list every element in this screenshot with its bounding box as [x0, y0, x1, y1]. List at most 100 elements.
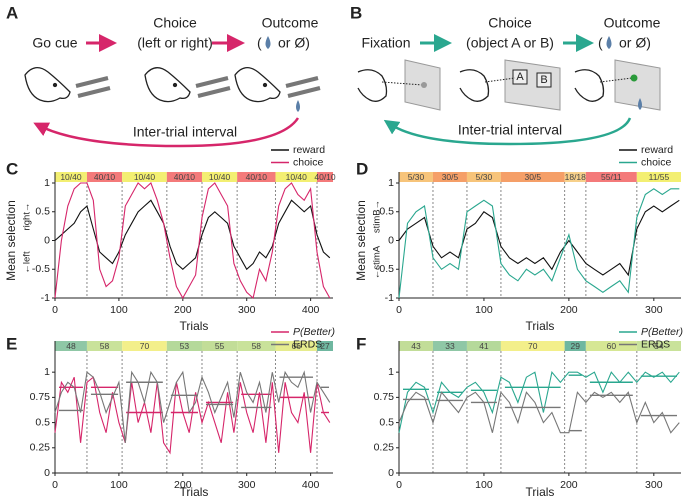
block-label: 54: [654, 341, 664, 351]
y-tick-label: 0.5: [379, 416, 394, 428]
step: Choice: [488, 15, 532, 31]
x-tick-label: 0: [396, 304, 402, 316]
x-tick-label: 200: [560, 304, 578, 316]
panel-letter: F: [356, 334, 366, 353]
panel-letter: D: [356, 159, 368, 178]
drop-icon: [296, 100, 300, 112]
y-tick-label: -1: [385, 292, 394, 304]
series-line: [54, 376, 331, 455]
step: Fixation: [361, 35, 410, 51]
drop-icon: [265, 36, 271, 49]
x-tick-label: 200: [174, 304, 192, 316]
legend-label: reward: [641, 144, 673, 156]
y-tick-label: -0.5: [32, 263, 50, 275]
x-tick-label: 100: [110, 479, 128, 491]
step-detail: or Ø): [278, 35, 310, 51]
fixation-dot: [421, 82, 427, 88]
block-label: 33: [445, 341, 455, 351]
series-line: [398, 188, 680, 299]
block-band: [564, 172, 586, 182]
y-tick-label: 0.5: [379, 206, 394, 218]
y-tick-label: 0: [44, 234, 50, 246]
block-label: 11/55: [649, 172, 670, 182]
loop-arrow: [33, 117, 300, 148]
block-label: 40/10: [94, 172, 116, 182]
block-band: [317, 172, 333, 182]
y-tick-label: 1: [388, 366, 394, 378]
block-band: [466, 341, 501, 351]
x-tick-label: 300: [645, 304, 663, 316]
panel-letter: B: [350, 3, 362, 22]
y-tick-label: 1: [388, 177, 394, 189]
block-label: 70: [140, 341, 150, 351]
series-line: [398, 391, 680, 434]
step-detail: or Ø): [619, 35, 651, 51]
x-tick-label: 100: [475, 479, 493, 491]
legend-label: ERDS: [641, 338, 670, 350]
y-tick-label: 0: [388, 467, 394, 479]
loop-label: Inter-trial interval: [458, 122, 562, 138]
block-label: 27: [320, 341, 330, 351]
legend-label: reward: [293, 144, 325, 156]
y-tick-label: 0.25: [374, 442, 395, 454]
panel-letter: C: [6, 159, 18, 178]
block-band: [432, 341, 467, 351]
loop-arrow: [383, 117, 632, 146]
panel-letter: E: [6, 334, 17, 353]
block-band: [399, 341, 433, 351]
loop-label: Inter-trial interval: [133, 124, 237, 140]
monkey-icons: [357, 69, 605, 102]
drop-icon: [606, 36, 612, 49]
block-label: 5/30: [408, 172, 425, 182]
object-label: A: [516, 71, 524, 83]
y-tick-label: 0: [388, 234, 394, 246]
x-tick-label: 200: [174, 479, 192, 491]
y-tick-label: 0.25: [30, 442, 51, 454]
x-tick-label: 100: [110, 304, 128, 316]
y-tick-label: 1: [44, 177, 50, 189]
block-label: 40/10: [174, 172, 196, 182]
x-tick-label: 300: [238, 304, 256, 316]
x-tick-label: 300: [645, 479, 663, 491]
block-band: [237, 172, 276, 182]
x-axis-label: Trials: [526, 485, 555, 499]
gaze: [381, 81, 424, 86]
step: Go cue: [32, 35, 77, 51]
block-band: [166, 341, 202, 351]
block-band: [564, 341, 586, 351]
object: [512, 69, 528, 85]
block-band: [636, 341, 681, 351]
x-tick-label: 400: [302, 479, 320, 491]
block-label: 40/10: [246, 172, 268, 182]
block-band: [585, 341, 637, 351]
block-label: 10/40: [60, 172, 82, 182]
y-tick-label: 0.75: [30, 391, 51, 403]
block-label: 10/40: [209, 172, 231, 182]
block-label: 30/5: [442, 172, 459, 182]
block-band: [55, 341, 87, 351]
x-axis-label: Trials: [180, 485, 209, 499]
y-axis-high: stimB→: [372, 200, 383, 233]
block-label: 40/10: [314, 172, 336, 182]
gaze: [484, 77, 516, 83]
chart: D 5/30 30/5 5/30 30/5 18/18 55/11 11/55 -1 -0.5 0 0…: [354, 144, 681, 333]
mouse-icons: [24, 67, 281, 103]
y-tick-label: 1: [44, 366, 50, 378]
block-band: [317, 341, 333, 351]
series-line: [398, 370, 680, 433]
step: Outcome: [604, 15, 661, 31]
y-tick-label: -0.5: [376, 263, 394, 275]
chart: E 48 58 70 53 55 58 66 27 0 0.25 0.5 0.75 1 0 100 200 300…: [6, 326, 335, 499]
block-band: [500, 341, 565, 351]
x-tick-label: 0: [52, 304, 58, 316]
block-band: [399, 172, 433, 182]
step-detail: (: [257, 35, 262, 51]
y-tick-label: 0.75: [374, 391, 395, 403]
legend-label: P(Better): [293, 326, 335, 338]
drop-icon: [638, 98, 642, 110]
block-label: 66: [292, 341, 302, 351]
block-band: [466, 172, 501, 182]
legend-label: ERDS: [293, 338, 322, 350]
block-label: 10/40: [286, 172, 308, 182]
block-label: 10/40: [134, 172, 156, 182]
